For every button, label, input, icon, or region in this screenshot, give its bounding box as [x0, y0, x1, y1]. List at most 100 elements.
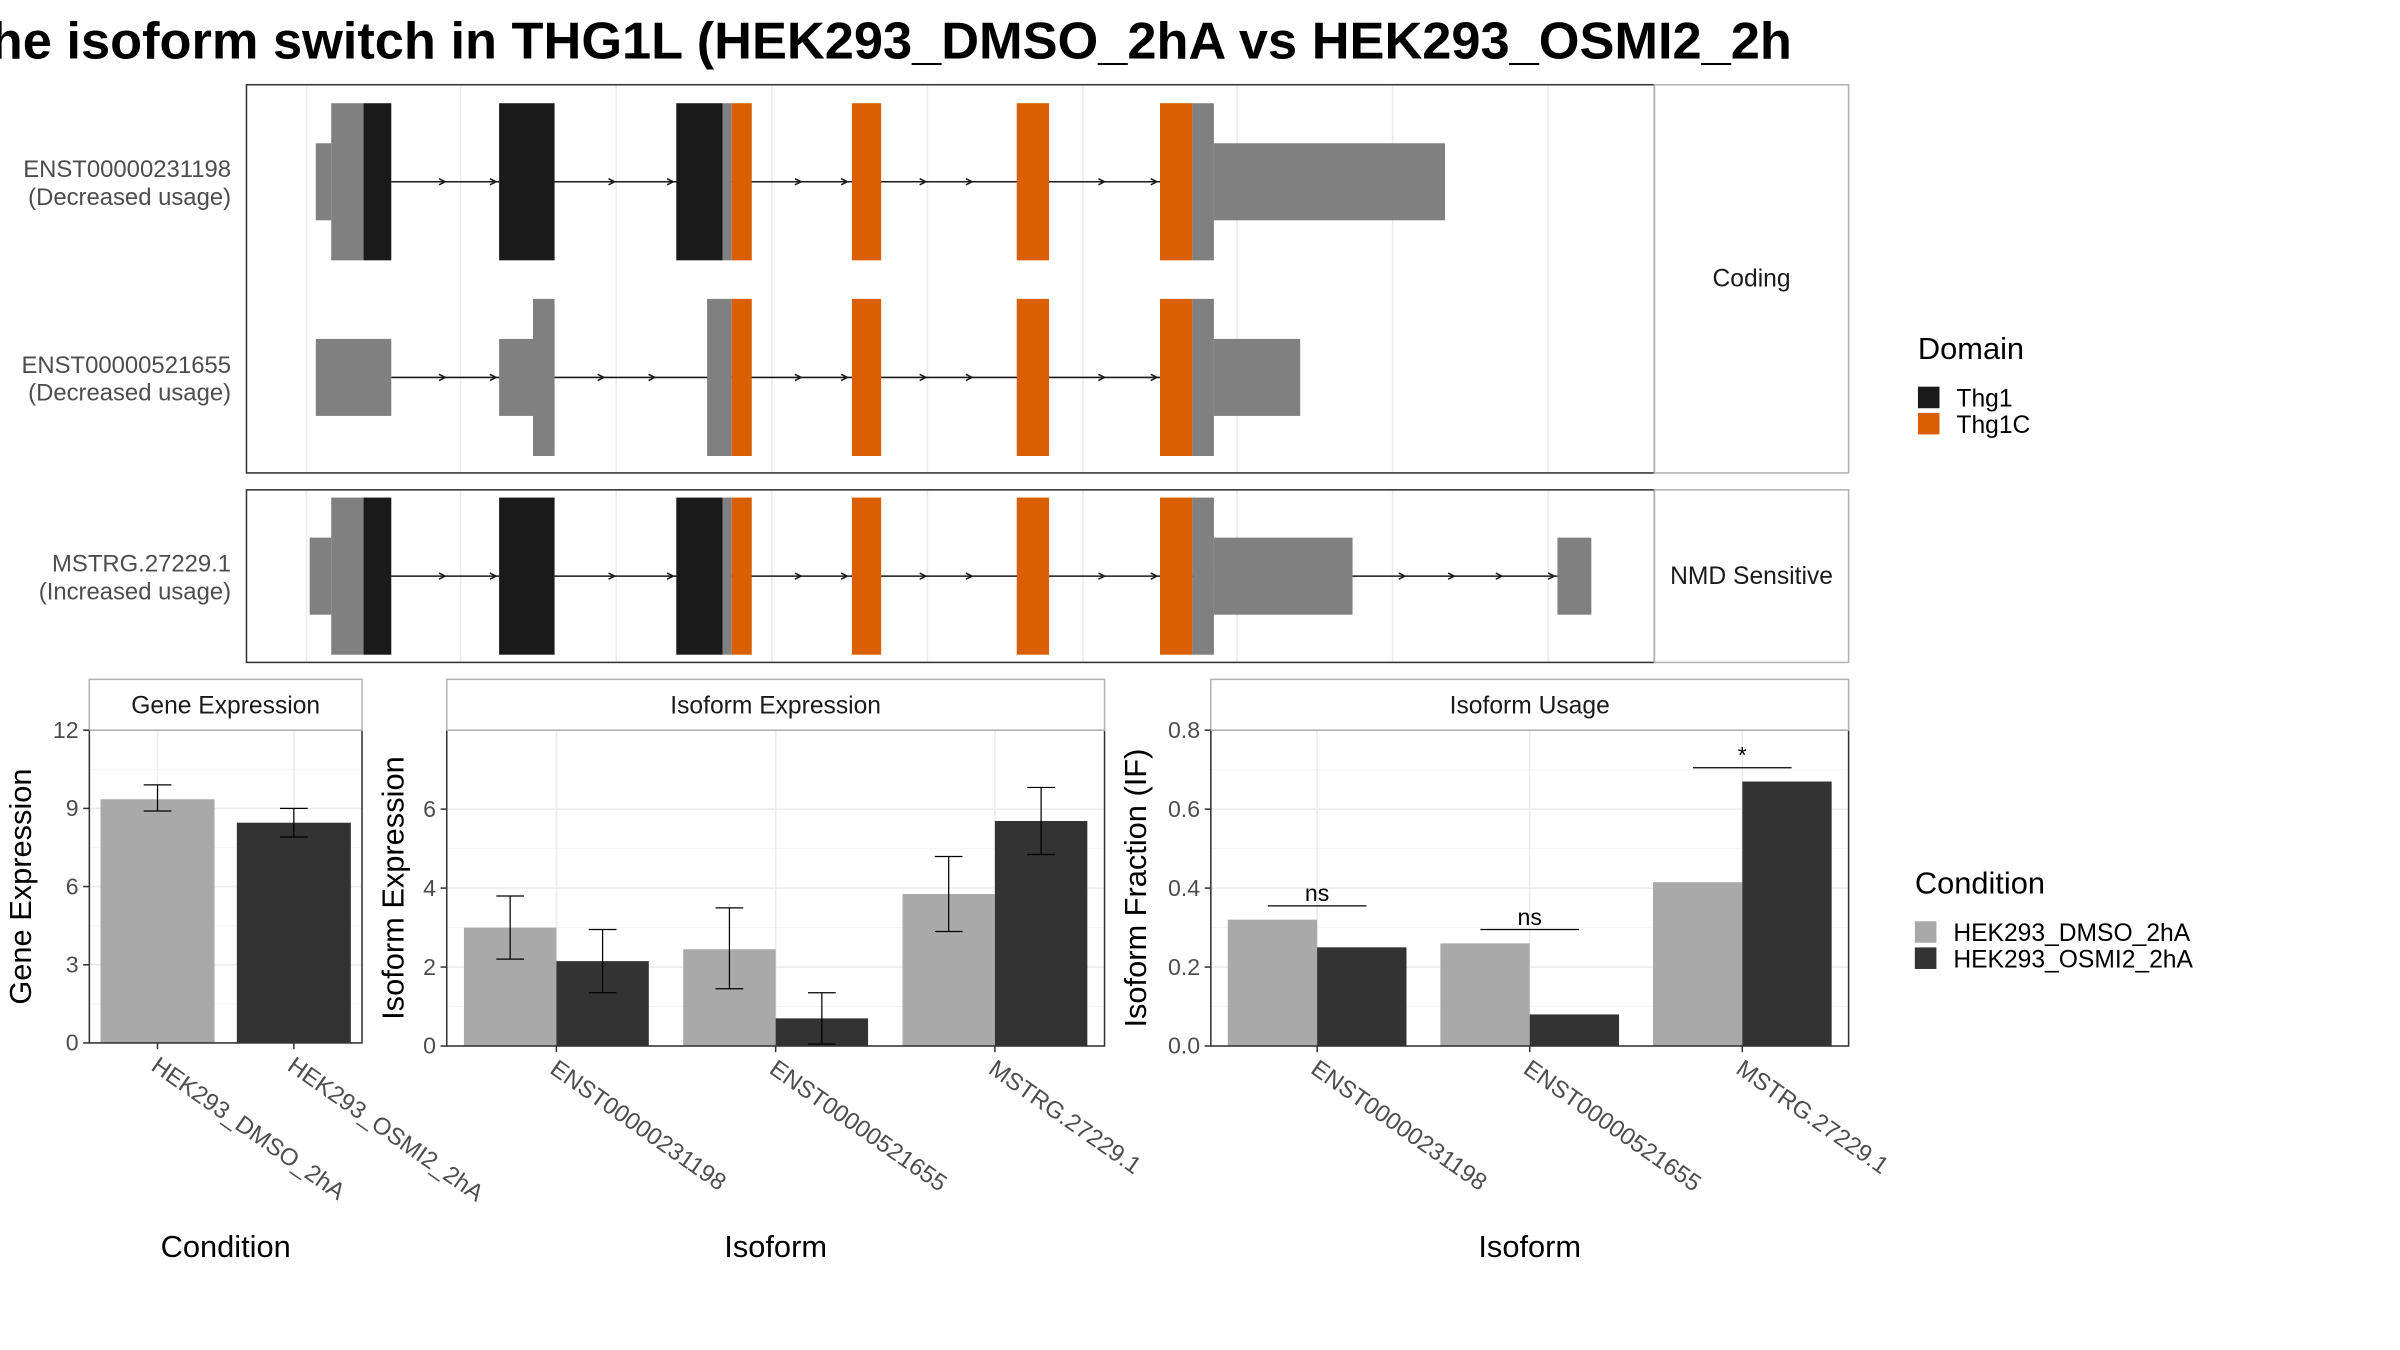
chart-strip-title: Gene Expression [131, 692, 320, 719]
y-axis-title: Isoform Expression [376, 756, 411, 1020]
coding-strip-label: Coding [1713, 266, 1791, 293]
intron-arrow [438, 373, 447, 382]
intron-arrow [794, 373, 803, 382]
intron-arrow [794, 572, 803, 580]
intron-arrow [608, 178, 617, 186]
exon-thg1c [851, 298, 882, 456]
intron-arrow [1098, 178, 1107, 186]
isoform-label-id: MSTRG.27229.1 [52, 551, 231, 578]
exon-utr [331, 497, 364, 655]
intron-arrow [1495, 572, 1504, 580]
isoform-label-note: (Decreased usage) [28, 184, 231, 211]
isoform-label-note: (Increased usage) [39, 578, 231, 605]
y-tick-label: 6 [423, 796, 436, 822]
exon-utr [1192, 298, 1214, 456]
intron-arrow [1398, 572, 1407, 580]
exon-utr [309, 537, 332, 615]
isoform-label-id: ENST00000521655 [21, 352, 231, 379]
exon-thg1 [499, 103, 555, 261]
x-tick-label: MSTRG.27229.1 [1731, 1055, 1893, 1180]
nmd-strip-label: NMD Sensitive [1670, 563, 1833, 590]
y-tick-label: 0 [423, 1033, 436, 1059]
significance-label: ns [1518, 904, 1542, 930]
bar [994, 820, 1088, 1046]
bar [1529, 1014, 1620, 1046]
condition-legend-title: Condition [1915, 865, 2045, 900]
x-tick-label: ENST00000231198 [545, 1055, 731, 1196]
intron-arrow [965, 373, 974, 382]
intron-arrow [1150, 178, 1159, 186]
isoform-label-note: (Decreased usage) [28, 380, 231, 407]
x-tick-label: ENST00000231198 [1306, 1055, 1492, 1196]
y-tick-label: 0.0 [1168, 1033, 1200, 1059]
y-tick-label: 0.6 [1168, 796, 1200, 822]
nmd-strip [1653, 489, 1850, 664]
exon-thg1 [676, 103, 723, 261]
exon-thg1 [363, 103, 392, 261]
chart-0: Gene Expression036912HEK293_DMSO_2hAHEK2… [3, 678, 488, 1264]
figure-title: he isoform switch in THG1L (HEK293_DMSO_… [0, 13, 1792, 71]
domain-legend-label: Thg1C [1956, 412, 2030, 439]
exon-utr [315, 338, 392, 416]
coding-strip [1653, 83, 1850, 474]
exon-thg1c [1159, 103, 1193, 261]
y-tick-label: 12 [53, 717, 79, 743]
y-tick-label: 0 [66, 1030, 79, 1056]
exon-utr [1213, 338, 1301, 416]
intron-arrow [919, 373, 928, 382]
exon-thg1 [676, 497, 723, 655]
domain-legend-swatch [1917, 412, 1940, 435]
y-tick-label: 0.4 [1168, 875, 1200, 901]
exon-utr [331, 103, 364, 261]
y-tick-label: 2 [423, 954, 436, 980]
figure-root: he isoform switch in THG1L (HEK293_DMSO_… [0, 13, 2193, 1265]
y-axis-title: Gene Expression [3, 768, 38, 1004]
intron-arrow [1547, 572, 1557, 580]
bar [1227, 919, 1318, 1046]
y-tick-label: 9 [66, 795, 79, 821]
intron-arrow [489, 373, 498, 382]
intron-arrow [438, 178, 447, 186]
intron-arrow [919, 572, 928, 580]
exon-utr [1213, 143, 1445, 221]
intron-arrow [666, 178, 675, 186]
domain-legend-label: Thg1 [1956, 386, 2012, 413]
intron-arrow [489, 572, 498, 580]
intron-arrow [919, 178, 928, 186]
significance-label: ns [1305, 880, 1329, 906]
exon-thg1 [499, 497, 555, 655]
exon-utr [1213, 537, 1353, 615]
intron-arrow [840, 572, 849, 580]
exon-thg1c [731, 103, 752, 261]
chart-strip-title: Isoform Usage [1450, 692, 1610, 719]
y-tick-label: 3 [66, 951, 79, 977]
exon-thg1c [851, 103, 882, 261]
y-tick-label: 0.8 [1168, 717, 1200, 743]
significance-label: * [1738, 742, 1747, 768]
bar [1742, 781, 1832, 1046]
chart-strip [445, 678, 1106, 731]
x-axis-title: Isoform [724, 1229, 827, 1264]
exon-utr [722, 103, 732, 261]
condition-legend-label: HEK293_OSMI2_2hA [1953, 946, 2193, 973]
exon-thg1c [1016, 298, 1050, 456]
y-tick-label: 4 [423, 875, 436, 901]
x-tick-label: ENST00000521655 [1519, 1055, 1706, 1197]
coding-panel [246, 84, 1655, 473]
intron-arrow [597, 373, 606, 382]
intron-arrow [1447, 572, 1456, 580]
intron-arrow [965, 572, 974, 580]
condition-legend-label: HEK293_DMSO_2hA [1953, 920, 2190, 947]
bar [100, 799, 215, 1043]
y-tick-label: 0.2 [1168, 954, 1200, 980]
intron-arrow [1150, 373, 1159, 382]
intron-arrow [666, 572, 675, 580]
intron-arrow [438, 572, 447, 580]
exon-utr [315, 143, 332, 221]
intron-arrow [1098, 572, 1107, 580]
exon-thg1c [731, 497, 752, 655]
intron-arrow [840, 373, 849, 382]
x-axis-title: Isoform [1478, 1229, 1581, 1264]
x-tick-label: MSTRG.27229.1 [984, 1055, 1146, 1180]
